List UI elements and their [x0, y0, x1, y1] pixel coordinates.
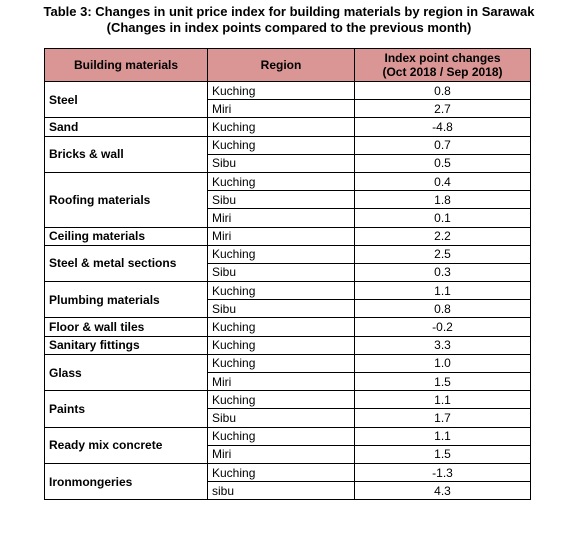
value-cell: 0.7 — [354, 135, 531, 155]
value-cell: -4.8 — [354, 117, 531, 137]
value-cell: 3.3 — [354, 335, 531, 355]
table-row: Paints Kuching 1.1 — [44, 390, 531, 428]
header-cell: Region — [207, 48, 355, 82]
table-row: Ceiling materials Miri 2.2 — [44, 226, 531, 246]
region-cell: Sibu — [207, 262, 355, 283]
material-cell: Steel — [44, 80, 208, 119]
region-cell: Kuching — [207, 317, 355, 337]
region-cell: Miri — [207, 444, 355, 464]
header-line: (Oct 2018 / Sep 2018) — [382, 65, 503, 79]
region-cell: Kuching — [207, 335, 355, 355]
material-cell: Ironmongeries — [44, 462, 208, 501]
value-cell: 2.2 — [354, 226, 531, 246]
table-row: Sand Kuching -4.8 — [44, 117, 531, 137]
region-cell: Kuching — [207, 281, 355, 301]
table-row: Sibu 0.8 — [45, 299, 531, 319]
region-cell: Sibu — [207, 408, 355, 428]
value-cell: 2.5 — [354, 244, 531, 264]
material-cell: Sand — [44, 117, 208, 137]
material-cell: Ceiling materials — [44, 226, 208, 246]
region-cell: Kuching — [207, 426, 355, 446]
title: Table 3: Changes in unit price index for… — [0, 4, 578, 36]
region-cell: sibu — [207, 481, 355, 501]
table-row: sibu 4.3 — [45, 481, 531, 501]
value-cell: 0.3 — [354, 262, 531, 283]
title-line: Table 3: Changes in unit price index for… — [43, 4, 535, 19]
region-cell: Sibu — [207, 153, 355, 173]
value-cell: 1.1 — [354, 390, 531, 410]
table-row: Roofing materials Kuching 0.4 — [44, 171, 531, 228]
table-row: Ready mix concrete Kuching 1.1 — [44, 426, 531, 464]
value-cell: 4.3 — [354, 481, 531, 501]
table-row: Ironmongeries Kuching -1.3 — [44, 462, 531, 501]
table-row: Sibu 1.8 — [45, 190, 531, 210]
table-body: Steel Kuching 0.8 Miri 2.7 Sand Kuching -4.8 Bri… — [44, 80, 531, 501]
region-cell: Kuching — [207, 135, 355, 155]
value-cell: 0.5 — [354, 153, 531, 173]
value-cell: 1.7 — [354, 408, 531, 428]
table-row: Sibu 0.3 — [45, 262, 531, 283]
region-cell: Kuching — [207, 117, 355, 137]
header-line: Index point changes — [384, 51, 501, 65]
value-cell: 0.8 — [354, 299, 531, 319]
title-line: (Changes in index points compared to the… — [106, 20, 472, 35]
material-cell: Floor & wall tiles — [44, 317, 208, 337]
value-cell: 1.1 — [354, 281, 531, 301]
table-row: Steel & metal sections Kuching 2.5 — [44, 244, 531, 283]
material-cell: Bricks & wall — [44, 135, 208, 173]
value-cell: 1.5 — [354, 444, 531, 464]
value-cell: -0.2 — [354, 317, 531, 337]
table-row: Miri 2.7 — [45, 99, 531, 119]
region-cell: Miri — [207, 208, 355, 228]
header-cell: Index point changes (Oct 2018 / Sep 2018… — [354, 48, 531, 82]
table-row: Steel Kuching 0.8 — [44, 80, 531, 119]
table-row: Glass Kuching 1.0 — [44, 353, 531, 392]
table-row: Bricks & wall Kuching 0.7 — [44, 135, 531, 173]
value-cell: 1.8 — [354, 190, 531, 210]
region-cell: Sibu — [207, 190, 355, 210]
region-cell: Kuching — [207, 80, 355, 101]
material-cell: Roofing materials — [44, 171, 208, 228]
table-row: Sanitary fittings Kuching 3.3 — [44, 335, 531, 355]
header-cell: Building materials — [44, 48, 208, 82]
value-cell: 0.1 — [354, 208, 531, 228]
value-cell: 1.5 — [354, 371, 531, 392]
region-cell: Kuching — [207, 462, 355, 483]
region-cell: Kuching — [207, 244, 355, 264]
region-cell: Miri — [207, 99, 355, 119]
material-cell: Plumbing materials — [44, 281, 208, 319]
material-cell: Ready mix concrete — [44, 426, 208, 464]
material-cell: Glass — [44, 353, 208, 392]
table-row: Plumbing materials Kuching 1.1 — [44, 281, 531, 319]
material-cell: Sanitary fittings — [44, 335, 208, 355]
table-row: Sibu 1.7 — [45, 408, 531, 428]
material-cell: Steel & metal sections — [44, 244, 208, 283]
header-row: Building materials Region Index point ch… — [44, 48, 531, 82]
value-cell: -1.3 — [354, 462, 531, 483]
value-cell: 0.4 — [354, 171, 531, 192]
region-cell: Sibu — [207, 299, 355, 319]
region-cell: Kuching — [207, 390, 355, 410]
region-cell: Kuching — [207, 353, 355, 374]
table-row: Miri 1.5 — [45, 371, 531, 392]
material-cell: Paints — [44, 390, 208, 428]
table-row: Floor & wall tiles Kuching -0.2 — [44, 317, 531, 337]
value-cell: 2.7 — [354, 99, 531, 119]
table-header: Building materials Region Index point ch… — [44, 48, 531, 82]
table-row: Miri 1.5 — [45, 444, 531, 464]
region-cell: Kuching — [207, 171, 355, 192]
value-cell: 1.1 — [354, 426, 531, 446]
region-cell: Miri — [207, 371, 355, 392]
value-cell: 1.0 — [354, 353, 531, 374]
value-cell: 0.8 — [354, 80, 531, 101]
region-cell: Miri — [207, 226, 355, 246]
table: Building materials Region Index point ch… — [44, 48, 531, 501]
